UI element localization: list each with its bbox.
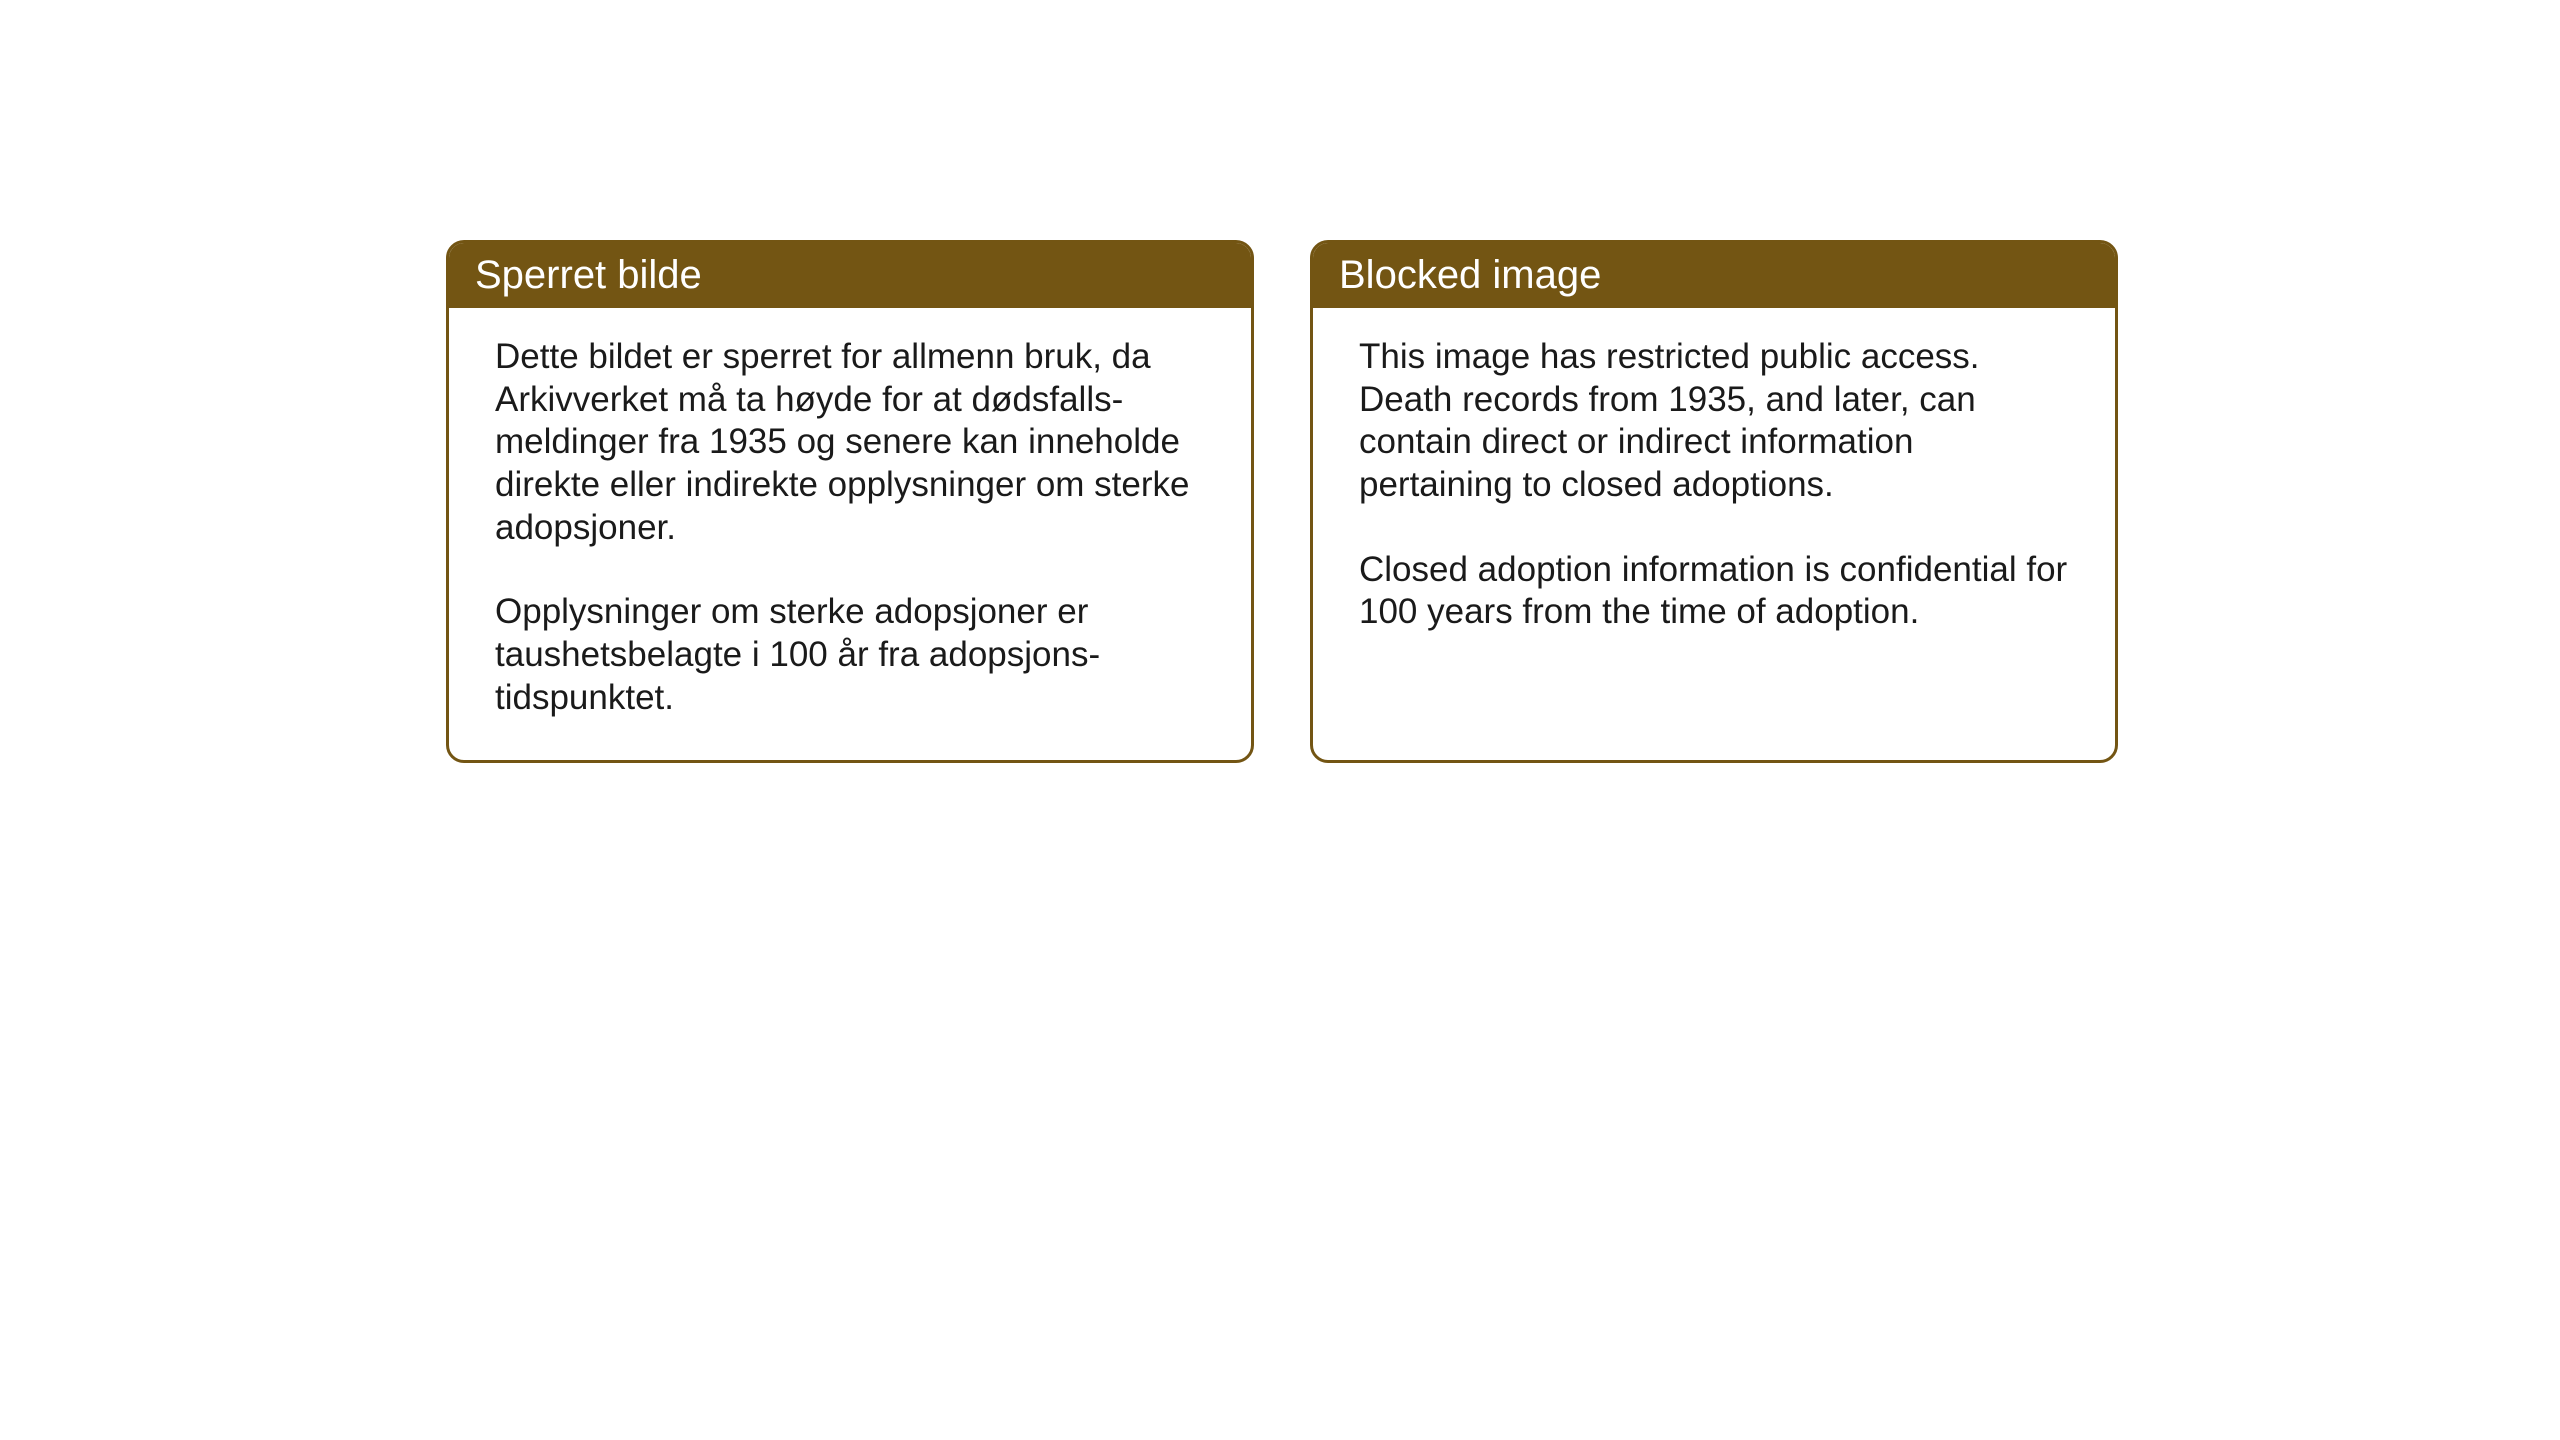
card-paragraph: Dette bildet er sperret for allmenn bruk… bbox=[495, 336, 1205, 549]
card-header-norwegian: Sperret bilde bbox=[449, 243, 1251, 308]
card-paragraph: This image has restricted public access.… bbox=[1359, 336, 2069, 507]
card-body-english: This image has restricted public access.… bbox=[1313, 308, 2115, 674]
notice-card-norwegian: Sperret bilde Dette bildet er sperret fo… bbox=[446, 240, 1254, 763]
card-header-english: Blocked image bbox=[1313, 243, 2115, 308]
card-body-norwegian: Dette bildet er sperret for allmenn bruk… bbox=[449, 308, 1251, 760]
card-paragraph: Closed adoption information is confident… bbox=[1359, 549, 2069, 634]
notice-container: Sperret bilde Dette bildet er sperret fo… bbox=[446, 240, 2118, 763]
card-paragraph: Opplysninger om sterke adopsjoner er tau… bbox=[495, 591, 1205, 719]
notice-card-english: Blocked image This image has restricted … bbox=[1310, 240, 2118, 763]
